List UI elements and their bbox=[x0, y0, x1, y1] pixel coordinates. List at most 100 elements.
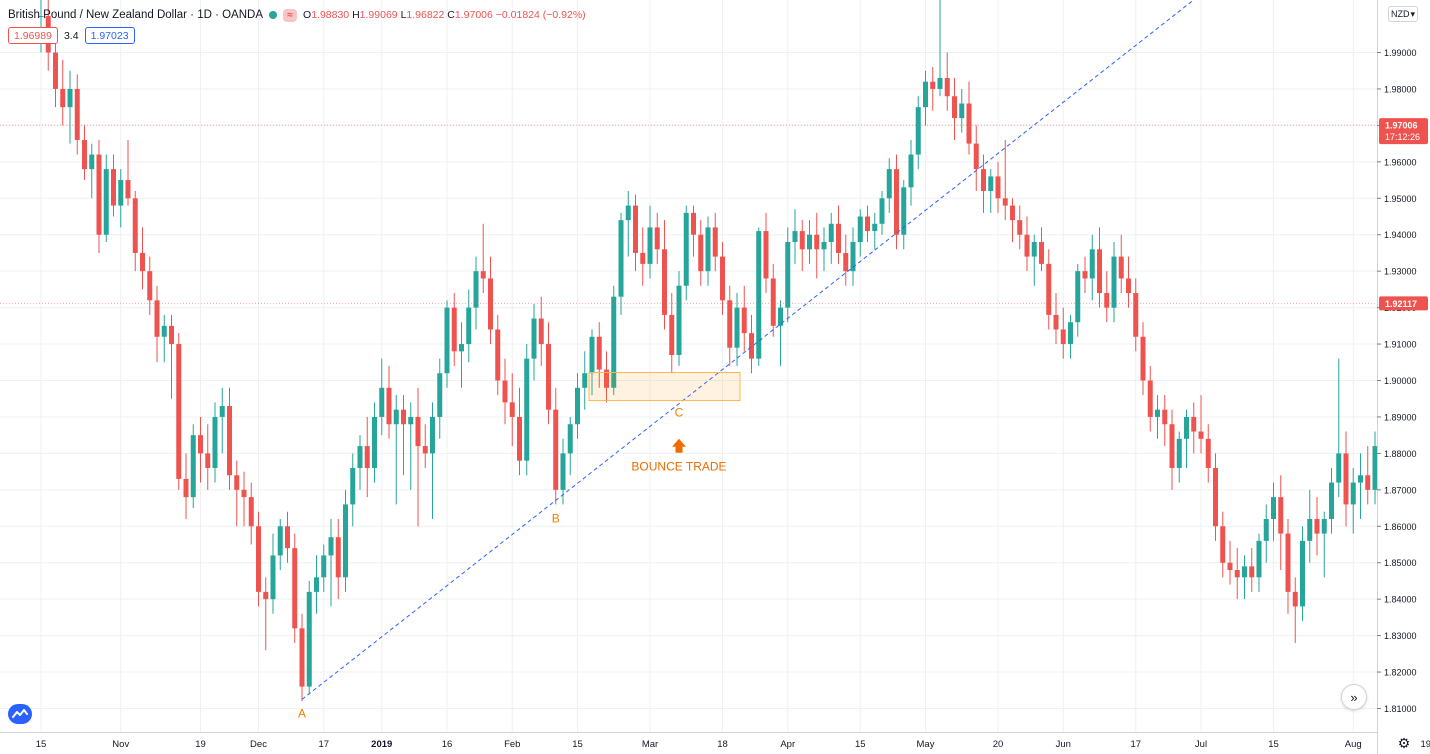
candle bbox=[480, 223, 486, 294]
candle bbox=[981, 154, 986, 213]
candle bbox=[828, 212, 834, 264]
candle-body bbox=[408, 416, 414, 425]
candle bbox=[1271, 482, 1276, 541]
candle-body bbox=[749, 333, 754, 359]
candle bbox=[263, 577, 269, 651]
candle-body bbox=[1097, 249, 1102, 294]
candle-body bbox=[531, 318, 537, 359]
candle-body bbox=[857, 216, 863, 243]
candle bbox=[1133, 278, 1139, 352]
low-value: 1.96822 bbox=[406, 9, 445, 21]
candle-body bbox=[263, 591, 269, 600]
scroll-to-realtime-button[interactable]: » bbox=[1341, 684, 1367, 710]
candle bbox=[82, 125, 87, 181]
candle-body bbox=[640, 252, 646, 264]
candle bbox=[364, 416, 370, 498]
candle bbox=[1089, 234, 1095, 301]
candle-body bbox=[973, 143, 979, 170]
candle-body bbox=[1227, 562, 1233, 571]
candle-body bbox=[335, 537, 341, 578]
currency-selector[interactable]: NZD ▾ bbox=[1388, 6, 1418, 22]
x-tick-label: 2019 bbox=[371, 739, 392, 750]
candle bbox=[1358, 453, 1363, 519]
candle-body bbox=[792, 231, 798, 243]
candle-body bbox=[1278, 497, 1284, 534]
candle bbox=[712, 212, 718, 272]
candle-body bbox=[176, 344, 182, 479]
candle bbox=[850, 227, 856, 286]
candle bbox=[937, 0, 943, 97]
up-arrow-icon bbox=[672, 438, 686, 453]
candle-body bbox=[676, 285, 682, 355]
candle-body bbox=[582, 373, 588, 388]
candle bbox=[1068, 314, 1073, 359]
candle-body bbox=[538, 318, 544, 345]
candle bbox=[727, 285, 733, 366]
candle-body bbox=[444, 307, 450, 374]
x-tick-label: 17 bbox=[318, 739, 329, 750]
x-tick-label: Jun bbox=[1056, 739, 1071, 750]
market-status-icon[interactable]: ≈ bbox=[283, 8, 298, 22]
candle bbox=[1372, 431, 1378, 505]
candle bbox=[575, 373, 580, 439]
candle bbox=[857, 209, 863, 257]
candle-body bbox=[756, 231, 762, 359]
candle-body bbox=[350, 467, 356, 505]
candle bbox=[923, 70, 928, 126]
y-tick-label: 1.87000 bbox=[1384, 485, 1417, 495]
trendline[interactable] bbox=[301, 0, 1201, 700]
candle-body bbox=[691, 212, 696, 235]
candle-body bbox=[879, 198, 885, 224]
candle bbox=[741, 285, 747, 352]
candle bbox=[756, 227, 762, 366]
candle bbox=[596, 322, 602, 388]
y-tick-label: 1.99000 bbox=[1384, 48, 1417, 58]
settings-gear-icon[interactable]: ⚙ bbox=[1397, 734, 1411, 751]
y-tick-label: 1.95000 bbox=[1384, 194, 1417, 204]
symbol-title[interactable]: British Pound / New Zealand Dollar · 1D … bbox=[8, 9, 264, 21]
candle-body bbox=[1191, 416, 1197, 432]
candle bbox=[799, 220, 805, 272]
candle bbox=[553, 387, 559, 505]
candle bbox=[96, 139, 102, 253]
low-key: L bbox=[400, 9, 407, 21]
candle bbox=[669, 293, 675, 374]
candle bbox=[1155, 395, 1160, 439]
candle bbox=[879, 190, 885, 235]
candle bbox=[89, 143, 95, 199]
candle bbox=[988, 169, 994, 213]
candle bbox=[451, 293, 457, 366]
candle bbox=[227, 387, 232, 490]
candle-body bbox=[828, 223, 834, 243]
buy-button[interactable]: 1.97023 bbox=[84, 27, 135, 44]
candle bbox=[1118, 234, 1124, 294]
candle-body bbox=[741, 307, 747, 334]
candle-body bbox=[321, 555, 327, 578]
candle-body bbox=[314, 577, 319, 592]
candle-body bbox=[1358, 475, 1363, 483]
candle-body bbox=[1285, 533, 1291, 592]
tradingview-logo-icon[interactable] bbox=[8, 704, 32, 724]
chart-header: British Pound / New Zealand Dollar · 1D … bbox=[8, 7, 586, 23]
candle bbox=[807, 220, 812, 264]
candle-body bbox=[299, 628, 305, 687]
candle bbox=[1285, 518, 1291, 614]
candle-body bbox=[959, 103, 965, 119]
candle bbox=[321, 544, 327, 592]
candle-body bbox=[161, 325, 167, 337]
market-open-dot-icon bbox=[269, 11, 278, 19]
candle-body bbox=[1133, 293, 1139, 337]
time-axis[interactable] bbox=[0, 732, 1377, 754]
candle-body bbox=[785, 242, 791, 308]
x-tick-label: 16 bbox=[442, 739, 453, 750]
candle-body bbox=[480, 271, 486, 279]
candle-body bbox=[850, 242, 856, 272]
candle bbox=[1213, 453, 1218, 541]
candle bbox=[111, 154, 116, 217]
candle bbox=[415, 387, 421, 527]
sell-button[interactable]: 1.96989 bbox=[8, 27, 58, 44]
bounce-zone[interactable] bbox=[588, 371, 741, 402]
y-tick-label: 1.93000 bbox=[1384, 267, 1417, 277]
open-key: O bbox=[303, 9, 312, 21]
